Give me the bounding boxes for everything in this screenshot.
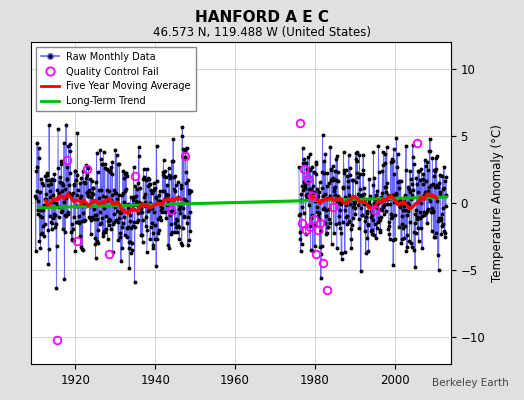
- Text: Berkeley Earth: Berkeley Earth: [432, 378, 508, 388]
- Text: HANFORD A E C: HANFORD A E C: [195, 10, 329, 25]
- Y-axis label: Temperature Anomaly (°C): Temperature Anomaly (°C): [490, 124, 504, 282]
- Legend: Raw Monthly Data, Quality Control Fail, Five Year Moving Average, Long-Term Tren: Raw Monthly Data, Quality Control Fail, …: [36, 47, 196, 111]
- Text: 46.573 N, 119.488 W (United States): 46.573 N, 119.488 W (United States): [153, 26, 371, 39]
